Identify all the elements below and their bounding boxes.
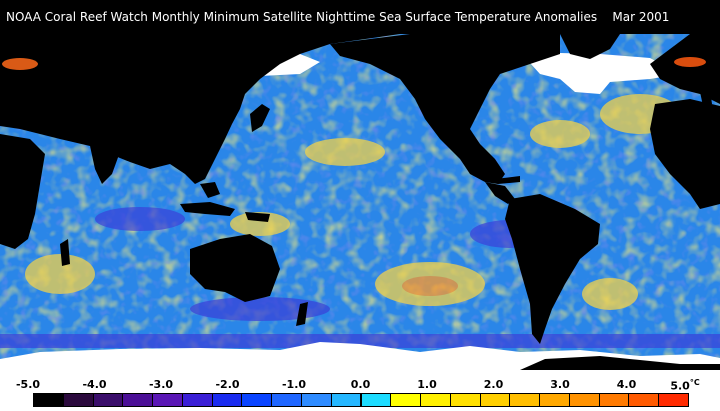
south-america [505, 194, 600, 344]
new-zealand [296, 302, 308, 326]
colorbar-swatch [241, 393, 273, 407]
colorbar-swatch [420, 393, 451, 407]
legend-unit: °C [689, 378, 700, 387]
antarctica-land [520, 356, 720, 370]
caribbean-islands [495, 176, 520, 184]
colorbar-swatch [271, 393, 302, 407]
legend-tick-label: -3.0 [148, 378, 174, 391]
legend-tick-label: 3.0 [550, 378, 570, 391]
colorbar-swatch [92, 393, 124, 407]
borneo [200, 182, 220, 198]
colorbar-swatch [330, 393, 362, 407]
sst-anomaly-map [0, 34, 720, 370]
hot-spot-top-left [2, 58, 38, 70]
legend-tick-label: 2.0 [483, 378, 504, 391]
north-america [330, 34, 560, 184]
colorbar-swatch [658, 393, 689, 407]
colorbar-swatch [181, 393, 213, 407]
central-america [485, 182, 515, 204]
colorbar-swatch [390, 393, 422, 407]
colorbar-swatch [568, 393, 600, 407]
eurasia-east [650, 34, 720, 104]
legend-tick-label: -2.0 [215, 378, 240, 391]
colorbar-swatch [122, 393, 154, 407]
hot-spot-top-right [674, 57, 706, 67]
australia [190, 234, 280, 302]
legend-tick-label: 4.0 [616, 378, 637, 391]
colorbar-swatch [539, 393, 570, 407]
colorbar-swatch [509, 393, 541, 407]
colorbar-swatch [628, 393, 660, 407]
colorbar-swatch [62, 393, 94, 407]
legend-tick-label: -5.0 [15, 378, 41, 391]
colorbar-swatch [360, 393, 392, 407]
legend-tick-label: 1.0 [417, 378, 437, 391]
india [90, 146, 120, 184]
legend-tick-label: 5.0°C [670, 378, 700, 393]
africa [0, 134, 45, 249]
colorbar [33, 393, 689, 407]
japan [250, 104, 270, 132]
british-isles [700, 89, 712, 106]
colorbar-swatch [598, 393, 630, 407]
continents [0, 34, 720, 344]
colorbar-swatch [211, 393, 243, 407]
legend-tick-label: -4.0 [82, 378, 107, 391]
map-title: NOAA Coral Reef Watch Monthly Minimum Sa… [0, 0, 720, 34]
eurasia [0, 34, 400, 184]
indonesia [180, 202, 235, 216]
madagascar [60, 239, 70, 266]
legend-tick-label: -1.0 [281, 378, 307, 391]
africa-west [650, 99, 720, 209]
colorbar-swatch [479, 393, 511, 407]
arctic-ice-east [520, 52, 680, 94]
colorbar-swatch [152, 393, 183, 407]
colorbar-swatch [300, 393, 332, 407]
colorbar-swatch [449, 393, 481, 407]
greenland [560, 34, 620, 59]
colorbar-swatch [33, 393, 64, 407]
legend-tick-label: 0.0 [350, 378, 371, 391]
new-guinea [245, 212, 270, 222]
